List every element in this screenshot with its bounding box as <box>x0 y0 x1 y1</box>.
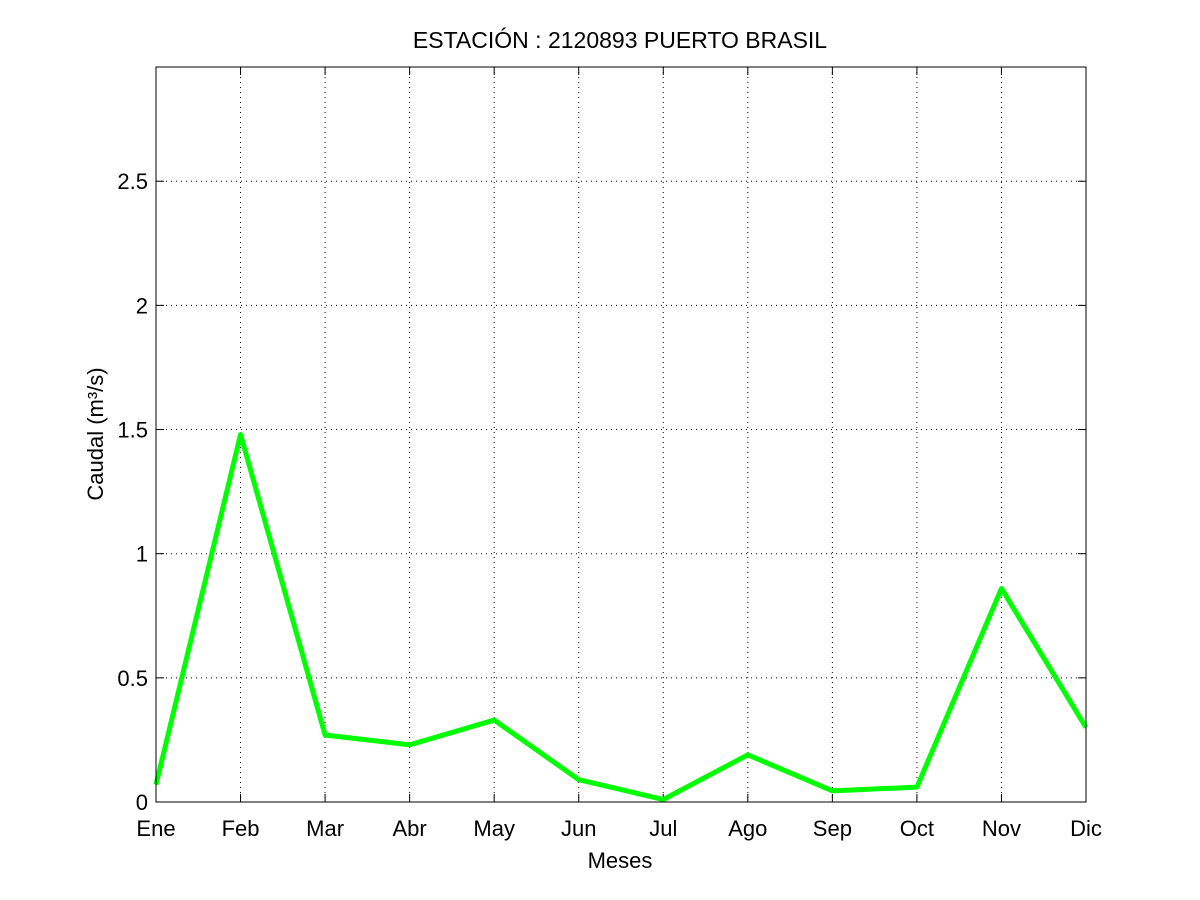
chart-title: ESTACIÓN : 2120893 PUERTO BRASIL <box>413 27 827 53</box>
y-tick-label: 1 <box>136 542 148 567</box>
series-layer <box>153 432 1089 803</box>
y-tick-label: 2.5 <box>117 169 148 194</box>
y-tick-label: 2 <box>136 293 148 318</box>
y-axis-label: Caudal (m³/s) <box>83 367 108 500</box>
x-tick-label: Mar <box>306 816 344 841</box>
x-tick-label: Dic <box>1070 816 1102 841</box>
x-tick-label: Nov <box>982 816 1021 841</box>
x-tick-label: May <box>473 816 515 841</box>
x-tick-label: Jun <box>561 816 596 841</box>
y-tick-label: 1.5 <box>117 418 148 443</box>
grid-layer <box>156 67 1086 802</box>
x-tick-label: Jul <box>649 816 677 841</box>
x-tick-label: Oct <box>900 816 934 841</box>
plot-frame <box>155 66 1087 803</box>
y-tick-label: 0 <box>136 790 148 815</box>
tick-label-layer: Ene Feb Mar Abr May Jun Jul Ago Sep Oct Nov Dic 0 0.5… <box>117 169 1101 841</box>
x-tick-label: Feb <box>222 816 260 841</box>
x-tick-label: Sep <box>813 816 852 841</box>
x-tick-label: Ago <box>728 816 767 841</box>
x-axis-label: Meses <box>588 848 653 873</box>
y-tick-label: 0.5 <box>117 666 148 691</box>
x-tick-label: Abr <box>393 816 427 841</box>
tick-layer <box>155 67 1087 803</box>
x-tick-label: Ene <box>136 816 175 841</box>
series-line <box>153 432 1089 803</box>
